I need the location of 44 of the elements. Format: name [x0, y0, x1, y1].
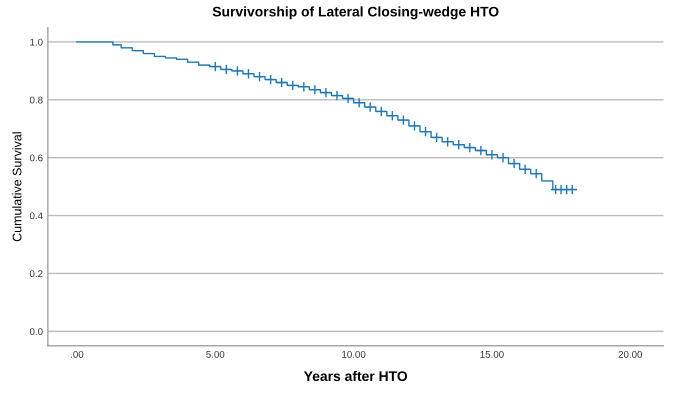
point — [464, 142, 476, 153]
point — [453, 139, 464, 150]
point — [566, 184, 578, 195]
y-tick-label: 0.4 — [30, 212, 43, 220]
point — [276, 77, 288, 88]
point — [398, 114, 409, 126]
point — [442, 136, 454, 148]
point — [287, 80, 298, 91]
y-tick-label: 0.2 — [30, 270, 43, 278]
x-tick-label: 10.00 — [342, 350, 366, 358]
x-tick-label: .00 — [71, 350, 84, 358]
point — [376, 106, 387, 117]
point — [508, 158, 520, 169]
point — [310, 84, 320, 96]
y-tick-label: 1.0 — [30, 38, 43, 46]
x-tick-label: 5.00 — [206, 350, 224, 358]
point — [320, 87, 332, 98]
point — [220, 64, 232, 75]
chart-title: Survivorship of Lateral Closing-wedge HTO — [212, 6, 499, 20]
y-tick-label: 0.8 — [30, 96, 43, 104]
point — [210, 61, 221, 72]
point — [431, 132, 442, 143]
point — [498, 152, 508, 164]
point — [232, 66, 243, 76]
point — [409, 120, 420, 132]
point — [265, 74, 276, 85]
y-axis-title: Cumulative Survival — [12, 132, 22, 242]
point — [386, 110, 398, 122]
point — [364, 102, 376, 112]
point — [420, 126, 431, 138]
point — [530, 168, 542, 180]
x-tick-label: 20.00 — [618, 350, 642, 358]
point — [520, 164, 530, 175]
point — [243, 68, 254, 80]
y-tick-label: 0.0 — [30, 328, 43, 335]
x-tick-label: 15.00 — [480, 350, 504, 358]
y-tick-label: 0.6 — [30, 154, 43, 162]
point — [254, 71, 265, 82]
point — [298, 81, 310, 92]
x-axis-title: Years after HTO — [304, 370, 408, 382]
point — [486, 149, 498, 160]
point — [332, 90, 342, 101]
point — [342, 93, 354, 104]
point — [476, 145, 486, 156]
